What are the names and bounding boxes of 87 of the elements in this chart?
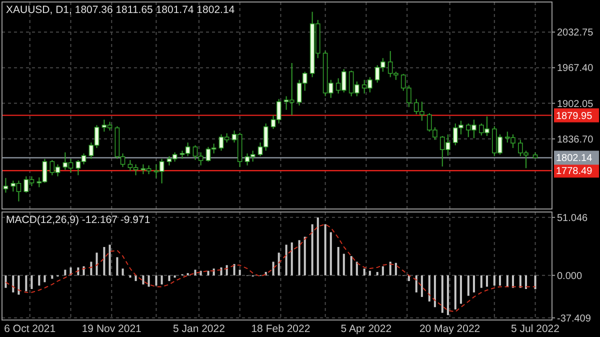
bar bbox=[142, 275, 144, 284]
bar bbox=[420, 275, 423, 297]
bar bbox=[148, 275, 150, 287]
x-tick-label: 5 Jul 2022 bbox=[511, 323, 560, 335]
y-tick-label: 1967.40 bbox=[557, 63, 594, 74]
bar bbox=[90, 262, 92, 276]
bar bbox=[534, 275, 536, 290]
bar bbox=[278, 252, 280, 276]
bar bbox=[290, 242, 293, 276]
y-tick-label: 2032.75 bbox=[557, 28, 594, 39]
bar bbox=[116, 257, 118, 276]
bar bbox=[415, 275, 418, 292]
bar bbox=[207, 270, 210, 276]
bar bbox=[356, 262, 358, 276]
y-tick-label: 1836.70 bbox=[557, 134, 594, 146]
chart-title: MACD(12,26,9) -12.167 -9.971 bbox=[6, 214, 150, 226]
bar bbox=[446, 275, 449, 316]
bar bbox=[441, 275, 444, 313]
chart-title: XAUUSD, D1, 1807.36 1811.65 1801.74 1802.14 bbox=[6, 4, 235, 16]
bar bbox=[467, 275, 470, 296]
y-tick-label: 1902.05 bbox=[557, 98, 594, 110]
bar bbox=[25, 275, 28, 292]
candlestick bbox=[3, 177, 8, 194]
bar bbox=[519, 275, 522, 288]
bar bbox=[394, 262, 397, 276]
bar bbox=[160, 275, 163, 284]
x-tick-label: 19 Nov 2021 bbox=[82, 323, 142, 335]
bar bbox=[194, 270, 196, 276]
bar bbox=[51, 275, 54, 279]
y-tick-label: 51.046 bbox=[557, 212, 588, 224]
bar bbox=[4, 275, 7, 288]
bar bbox=[298, 240, 300, 276]
bar bbox=[337, 246, 340, 276]
bar bbox=[493, 275, 496, 286]
bar bbox=[472, 275, 475, 292]
bar bbox=[324, 224, 326, 276]
bar bbox=[368, 270, 371, 276]
x-tick-label: 20 May 2022 bbox=[419, 323, 480, 335]
bar bbox=[512, 275, 514, 288]
bar bbox=[168, 275, 170, 282]
bar bbox=[220, 267, 222, 276]
y-tick-label: -37.409 bbox=[557, 313, 592, 324]
bar bbox=[376, 272, 378, 276]
bar bbox=[389, 262, 392, 276]
bar bbox=[122, 268, 124, 276]
bar bbox=[108, 244, 111, 276]
bar bbox=[480, 275, 482, 288]
bar bbox=[382, 266, 384, 276]
bar bbox=[226, 265, 228, 276]
x-tick-label: 6 Oct 2021 bbox=[4, 323, 56, 335]
bar bbox=[434, 275, 436, 308]
bar bbox=[330, 232, 332, 276]
bar bbox=[460, 275, 462, 304]
bar bbox=[233, 264, 236, 276]
bar bbox=[524, 275, 527, 289]
bar bbox=[506, 275, 508, 287]
bar bbox=[454, 275, 456, 310]
bar bbox=[12, 275, 14, 292]
bar bbox=[311, 224, 314, 276]
y-tick-label: 0.000 bbox=[557, 270, 582, 282]
bar bbox=[238, 270, 241, 276]
bar bbox=[18, 275, 20, 295]
ref-line-label: 1802.14 bbox=[556, 153, 593, 164]
bar bbox=[316, 217, 319, 276]
bar bbox=[200, 270, 202, 276]
bar bbox=[428, 275, 430, 302]
bar bbox=[96, 252, 98, 276]
bar bbox=[64, 270, 66, 276]
bar bbox=[38, 275, 40, 286]
bar bbox=[134, 275, 137, 282]
bar bbox=[498, 275, 501, 286]
bar bbox=[44, 275, 46, 282]
bar bbox=[285, 244, 288, 276]
bar bbox=[350, 256, 352, 276]
x-tick-label: 18 Feb 2022 bbox=[251, 323, 310, 335]
bar bbox=[103, 246, 106, 276]
ref-line-label: 1879.95 bbox=[556, 110, 593, 122]
bar bbox=[272, 262, 274, 276]
bar bbox=[363, 268, 366, 276]
line-series bbox=[5, 224, 536, 312]
bar bbox=[304, 236, 306, 276]
ref-line-label: 1778.49 bbox=[556, 166, 593, 178]
bar bbox=[342, 254, 345, 276]
bar bbox=[155, 275, 158, 286]
bar bbox=[486, 275, 488, 287]
x-tick-label: 5 Jan 2022 bbox=[172, 323, 226, 335]
x-tick-label: 5 Apr 2022 bbox=[340, 323, 392, 335]
